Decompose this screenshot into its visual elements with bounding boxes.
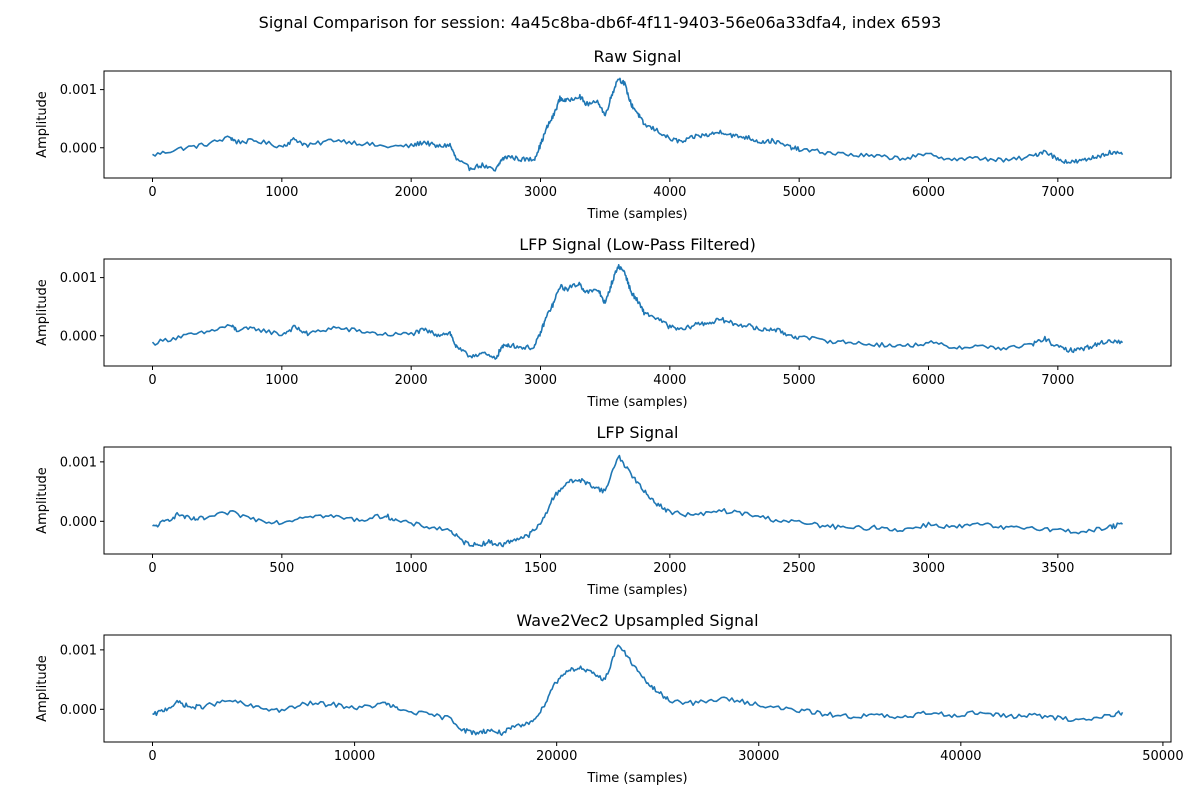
signal-line bbox=[152, 644, 1124, 737]
x-tick-label: 4000 bbox=[653, 373, 686, 388]
x-tick-label: 1000 bbox=[265, 373, 298, 388]
x-tick-label: 500 bbox=[269, 561, 294, 576]
subplot-title: Wave2Vec2 Upsampled Signal bbox=[516, 611, 758, 630]
x-tick-label: 1000 bbox=[395, 561, 428, 576]
y-tick-label: 0.001 bbox=[60, 271, 97, 286]
x-tick-label: 2500 bbox=[783, 561, 816, 576]
x-axis-label: Time (samples) bbox=[586, 771, 687, 786]
x-tick-label: 30000 bbox=[738, 749, 779, 764]
axes-frame bbox=[103, 634, 1172, 743]
x-tick-label: 4000 bbox=[653, 185, 686, 200]
x-tick-label: 50000 bbox=[1142, 749, 1183, 764]
x-tick-label: 3500 bbox=[1041, 561, 1074, 576]
signal-line bbox=[152, 77, 1124, 172]
x-tick-label: 2000 bbox=[395, 373, 428, 388]
x-tick-label: 6000 bbox=[912, 373, 945, 388]
x-axis-label: Time (samples) bbox=[586, 583, 687, 598]
subplot-title: LFP Signal (Low-Pass Filtered) bbox=[519, 235, 756, 254]
x-tick-label: 10000 bbox=[334, 749, 375, 764]
y-axis-label: Amplitude bbox=[35, 279, 50, 346]
signal-line bbox=[151, 263, 1124, 360]
signal-line bbox=[152, 454, 1124, 548]
y-axis-label: Amplitude bbox=[35, 91, 50, 158]
x-tick-label: 3000 bbox=[912, 561, 945, 576]
x-tick-label: 20000 bbox=[536, 749, 577, 764]
x-tick-label: 7000 bbox=[1041, 373, 1074, 388]
y-tick-label: 0.000 bbox=[60, 141, 97, 156]
x-tick-label: 1500 bbox=[524, 561, 557, 576]
x-tick-label: 0 bbox=[148, 749, 156, 764]
x-tick-label: 7000 bbox=[1041, 185, 1074, 200]
x-tick-label: 5000 bbox=[783, 373, 816, 388]
y-tick-label: 0.001 bbox=[60, 455, 97, 470]
axes-frame bbox=[103, 446, 1172, 555]
y-tick-label: 0.001 bbox=[60, 643, 97, 658]
x-tick-label: 0 bbox=[148, 373, 156, 388]
subplot-2: LFP Signal (Low-Pass Filtered) 0 1000 2000 3… bbox=[35, 235, 1172, 410]
x-axis-label: Time (samples) bbox=[586, 207, 687, 222]
subplot-4: Wave2Vec2 Upsampled Signal 0 10000 20000 300… bbox=[35, 611, 1184, 786]
subplot-title: LFP Signal bbox=[597, 423, 679, 442]
y-tick-label: 0.000 bbox=[60, 703, 97, 718]
x-axis-label: Time (samples) bbox=[586, 395, 687, 410]
x-tick-label: 2000 bbox=[653, 561, 686, 576]
subplot-1: Raw Signal 0 1000 2000 3000 4000 5000 6000 7000 0… bbox=[35, 47, 1172, 222]
y-tick-label: 0.001 bbox=[60, 83, 97, 98]
y-tick-label: 0.000 bbox=[60, 515, 97, 530]
x-tick-label: 0 bbox=[148, 561, 156, 576]
figure-title: Signal Comparison for session: 4a45c8ba-… bbox=[258, 13, 942, 32]
y-tick-label: 0.000 bbox=[60, 329, 97, 344]
x-tick-label: 5000 bbox=[783, 185, 816, 200]
x-tick-label: 6000 bbox=[912, 185, 945, 200]
subplot-title: Raw Signal bbox=[594, 47, 682, 66]
x-tick-label: 1000 bbox=[265, 185, 298, 200]
axes-frame bbox=[103, 70, 1172, 179]
y-axis-label: Amplitude bbox=[35, 467, 50, 534]
x-tick-label: 3000 bbox=[524, 373, 557, 388]
x-tick-label: 40000 bbox=[940, 749, 981, 764]
subplot-3: LFP Signal 0 500 1000 1500 2000 2500 3000 3500 0.… bbox=[35, 423, 1172, 598]
x-tick-label: 2000 bbox=[395, 185, 428, 200]
y-axis-label: Amplitude bbox=[35, 655, 50, 722]
x-tick-label: 3000 bbox=[524, 185, 557, 200]
x-tick-label: 0 bbox=[148, 185, 156, 200]
axes-frame bbox=[103, 258, 1172, 367]
